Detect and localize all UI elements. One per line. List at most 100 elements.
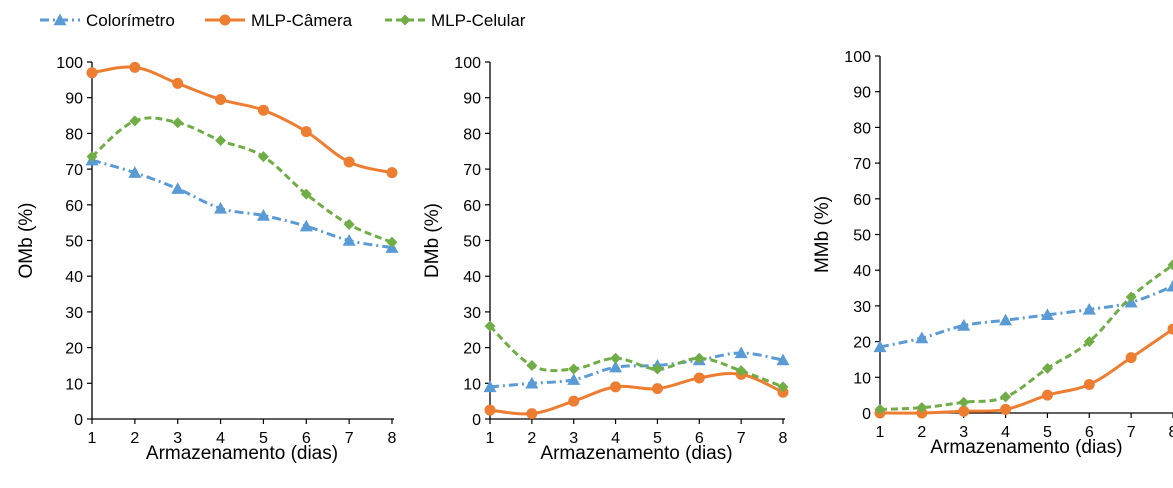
data-point-mlp-celular [257, 151, 269, 163]
data-point-mlp-camera [257, 104, 269, 116]
y-tick-label: 20 [853, 335, 871, 352]
series-mlp-celular [86, 115, 398, 248]
x-tick-label: 1 [876, 424, 885, 441]
x-tick-label: 4 [216, 430, 225, 447]
y-tick-label: 50 [65, 234, 83, 251]
data-point-colorimetro [776, 353, 790, 366]
series-mlp-celular [874, 259, 1173, 415]
y-tick-label: 40 [463, 269, 481, 286]
x-tick-label: 8 [779, 430, 788, 447]
y-axis-title: DMb (%) [422, 203, 443, 278]
x-axis-title: Armazenamento (dias) [540, 443, 732, 464]
data-point-mlp-celular [610, 352, 622, 364]
y-tick-label: 60 [463, 198, 481, 215]
y-tick-label: 30 [463, 305, 481, 322]
data-point-colorimetro [1040, 308, 1054, 321]
chart-dmb: 0 10 20 30 40 50 60 70 80 90 100 1 2 3 4 5 6 7 8 Armazename… [422, 55, 790, 464]
data-point-mlp-camera [86, 67, 98, 79]
x-tick-label: 8 [1169, 424, 1173, 441]
y-tick-label: 0 [74, 412, 83, 429]
data-point-colorimetro [342, 234, 356, 246]
data-point-mlp-celular [484, 320, 496, 332]
data-point-colorimetro [128, 166, 142, 178]
data-point-mlp-camera [1167, 323, 1173, 335]
series-line-mlp-camera [489, 371, 784, 416]
y-axis-title: OMb (%) [16, 203, 37, 279]
data-point-colorimetro [525, 376, 539, 389]
y-tick-label: 50 [853, 228, 871, 245]
data-point-mlp-celular [86, 151, 98, 163]
y-tick-label: 70 [65, 162, 83, 179]
data-point-mlp-celular [916, 402, 928, 414]
legend-marker-mlp-celular [399, 14, 411, 26]
data-point-mlp-celular [215, 135, 227, 147]
legend-marker-mlp-camera [219, 14, 231, 26]
data-point-mlp-camera [651, 383, 663, 395]
x-tick-label: 4 [611, 430, 620, 447]
y-tick-label: 50 [463, 234, 481, 251]
legend-item-colorimetro: Colorímetro [40, 11, 175, 30]
data-point-colorimetro [256, 209, 270, 221]
data-point-colorimetro [915, 331, 929, 344]
y-tick-label: 0 [472, 412, 481, 429]
legend: Colorímetro MLP-Câmera MLP-Celular [40, 11, 526, 30]
legend-label-colorimetro: Colorímetro [86, 11, 175, 30]
series-colorimetro [85, 153, 399, 253]
data-point-mlp-celular [874, 403, 886, 415]
data-point-colorimetro [1166, 279, 1173, 292]
data-point-mlp-camera [386, 167, 398, 179]
y-tick-label: 100 [56, 55, 83, 72]
y-tick-label: 70 [853, 156, 871, 173]
data-point-mlp-camera [1000, 403, 1012, 415]
data-point-mlp-celular [526, 359, 538, 371]
data-point-mlp-celular [735, 365, 747, 377]
data-point-mlp-celular [343, 218, 355, 230]
data-point-mlp-celular [300, 188, 312, 200]
data-point-mlp-celular [777, 381, 789, 393]
y-tick-label: 20 [463, 341, 481, 358]
x-axis-title: Armazenamento (dias) [146, 443, 338, 464]
legend-label-mlp-celular: MLP-Celular [431, 11, 526, 30]
data-point-mlp-camera [215, 93, 227, 105]
y-tick-label: 20 [65, 341, 83, 358]
x-tick-label: 2 [527, 430, 536, 447]
data-point-colorimetro [299, 219, 313, 232]
x-tick-label: 6 [695, 430, 704, 447]
chart-mmb: 0 10 20 30 40 50 60 70 80 90 100 1 2 3 4 5 6 7 8 Armazename… [812, 49, 1173, 458]
y-tick-label: 60 [853, 192, 871, 209]
data-point-colorimetro [567, 373, 581, 385]
data-point-mlp-camera [693, 372, 705, 384]
y-tick-label: 80 [853, 120, 871, 137]
data-point-mlp-camera [172, 77, 184, 89]
y-tick-label: 40 [65, 269, 83, 286]
y-tick-label: 100 [844, 49, 871, 66]
x-tick-label: 1 [88, 430, 97, 447]
data-point-colorimetro [999, 313, 1013, 326]
data-point-colorimetro [1082, 302, 1096, 315]
data-point-mlp-camera [484, 404, 496, 416]
data-point-mlp-celular [958, 396, 970, 408]
data-point-mlp-celular [568, 363, 580, 375]
series-line-colorimetro [91, 158, 393, 250]
data-point-mlp-camera [1041, 389, 1053, 401]
data-point-colorimetro [957, 319, 971, 331]
x-tick-label: 7 [1127, 424, 1136, 441]
x-tick-label: 5 [259, 430, 268, 447]
x-tick-label: 1 [486, 430, 495, 447]
data-point-mlp-celular [651, 363, 663, 375]
series-mlp-camera [86, 61, 398, 179]
y-axis-title: MMb (%) [812, 196, 833, 273]
x-tick-label: 5 [653, 430, 662, 447]
data-point-mlp-camera [343, 156, 355, 168]
chart-omb: 0 10 20 30 40 50 60 70 80 90 100 1 2 3 4 5 6 7 8 Armazename… [16, 55, 399, 464]
data-point-mlp-celular [386, 236, 398, 248]
data-point-mlp-celular [693, 352, 705, 364]
x-axis-title: Armazenamento (dias) [930, 437, 1122, 458]
data-point-mlp-celular [1083, 336, 1095, 348]
data-point-mlp-camera [526, 408, 538, 420]
x-tick-label: 3 [173, 430, 182, 447]
x-tick-label: 7 [737, 430, 746, 447]
y-tick-label: 80 [463, 126, 481, 143]
data-point-mlp-camera [300, 126, 312, 138]
